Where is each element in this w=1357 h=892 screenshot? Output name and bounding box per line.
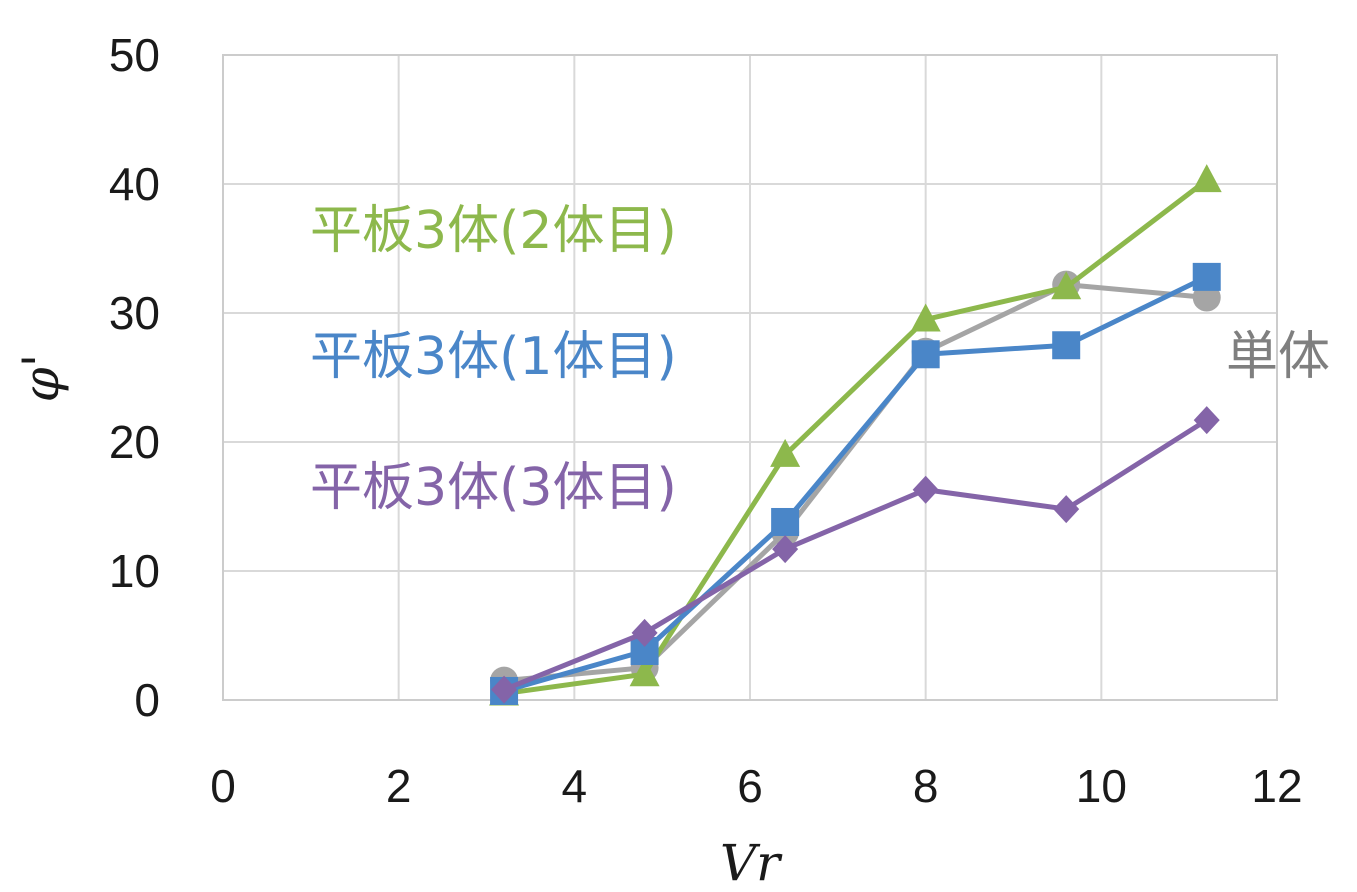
data-point [772, 535, 799, 564]
x-tick-label: 6 [737, 760, 763, 812]
x-tick-labels: 0 2 4 6 8 10 12 [210, 760, 1302, 812]
x-axis-title: Vr [720, 834, 783, 892]
series-line [503, 178, 1209, 697]
data-point [911, 340, 940, 369]
data-point [1191, 164, 1222, 193]
data-point [770, 438, 801, 467]
y-tick-label: 30 [109, 287, 160, 339]
series-group [489, 164, 1222, 706]
data-point [1193, 406, 1220, 435]
y-tick-labels: 0 10 20 30 40 50 [109, 29, 160, 726]
series-3 [491, 406, 1220, 704]
series-label-single-body: 単体 [1226, 327, 1330, 387]
data-point [631, 618, 658, 647]
y-tick-label: 40 [109, 158, 160, 210]
y-tick-label: 0 [134, 674, 160, 726]
series-label-2nd-body: 平板3体(2体目) [310, 201, 677, 261]
series-label-3rd-body: 平板3体(3体目) [310, 458, 677, 518]
x-tick-label: 10 [1076, 760, 1127, 812]
series-line [503, 417, 1209, 692]
series-2 [490, 262, 1221, 705]
plot-area-border [222, 54, 1278, 701]
data-point [1192, 262, 1221, 291]
data-point [491, 675, 518, 704]
x-tick-label: 2 [386, 760, 412, 812]
data-point [1053, 495, 1080, 524]
data-point [1052, 331, 1081, 360]
data-point [629, 658, 660, 687]
series-line [503, 274, 1208, 694]
y-axis-title: φ' [12, 354, 70, 403]
data-point [910, 303, 941, 332]
x-tick-label: 0 [210, 760, 236, 812]
data-point [771, 507, 800, 536]
y-tick-label: 10 [109, 545, 160, 597]
data-point [1051, 271, 1082, 300]
y-tick-label: 50 [109, 29, 160, 81]
x-tick-label: 12 [1251, 760, 1302, 812]
x-tick-label: 4 [562, 760, 588, 812]
data-point [912, 475, 939, 504]
x-tick-label: 8 [913, 760, 939, 812]
series-label-1st-body: 平板3体(1体目) [310, 327, 677, 387]
y-tick-label: 20 [109, 416, 160, 468]
